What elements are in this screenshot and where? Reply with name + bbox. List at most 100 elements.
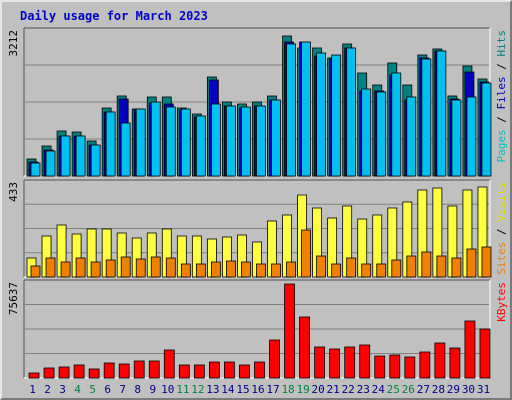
- bar-kbytes-6: [103, 362, 115, 379]
- bar-sites-5: [90, 261, 101, 278]
- series-legend-item: Files: [495, 76, 508, 109]
- day-label-3: 3: [59, 383, 66, 396]
- bar-pages-8: [135, 108, 146, 177]
- day-label-4: 4: [74, 383, 81, 396]
- bar-kbytes-31: [479, 328, 491, 379]
- series-pages: [30, 41, 492, 177]
- day-label-24: 24: [372, 383, 386, 396]
- bar-pages-27: [421, 58, 432, 177]
- bar-pages-26: [406, 96, 417, 177]
- day-label-17: 17: [266, 383, 279, 396]
- bar-sites-17: [271, 263, 281, 278]
- bar-pages-12: [195, 115, 206, 177]
- bar-kbytes-18: [284, 283, 295, 379]
- bar-pages-24: [376, 91, 387, 177]
- bar-kbytes-16: [254, 361, 265, 379]
- bar-pages-23: [361, 88, 372, 177]
- panel-visits_sites: 433 Sites / Visits: [7, 179, 508, 278]
- bar-pages-13: [210, 103, 221, 177]
- bar-kbytes-27: [419, 351, 431, 379]
- bar-sites-16: [256, 263, 266, 278]
- bar-kbytes-3: [58, 366, 70, 379]
- bar-sites-28: [436, 255, 447, 278]
- bar-sites-18: [286, 261, 296, 278]
- bar-kbytes-8: [133, 360, 145, 379]
- day-label-1: 1: [29, 383, 36, 396]
- bar-kbytes-28: [434, 342, 446, 379]
- series-sites: [30, 229, 492, 278]
- day-label-14: 14: [221, 383, 235, 396]
- day-label-30: 30: [462, 383, 475, 396]
- bar-sites-12: [195, 263, 206, 278]
- bar-sites-2: [45, 257, 56, 278]
- day-label-7: 7: [119, 383, 126, 396]
- bar-sites-19: [301, 229, 311, 278]
- bar-pages-15: [241, 106, 251, 177]
- bar-pages-9: [150, 101, 161, 177]
- day-label-16: 16: [251, 383, 264, 396]
- bar-pages-17: [271, 99, 281, 177]
- bar-kbytes-20: [314, 346, 326, 379]
- chart-title: Daily usage for March 2023: [20, 9, 208, 23]
- bar-sites-21: [331, 263, 342, 278]
- bar-sites-14: [226, 260, 236, 278]
- axis-max-label: 433: [7, 182, 20, 202]
- bar-sites-24: [376, 263, 387, 278]
- bar-pages-11: [180, 108, 191, 177]
- series-kbytes: [28, 283, 491, 379]
- bar-sites-10: [165, 257, 176, 278]
- day-label-2: 2: [44, 383, 51, 396]
- bar-kbytes-15: [239, 364, 250, 379]
- series-legend: KBytes: [495, 282, 508, 322]
- bar-pages-6: [105, 111, 116, 177]
- bar-pages-1: [30, 162, 41, 177]
- bar-sites-23: [361, 263, 372, 278]
- bar-pages-14: [226, 105, 236, 177]
- bar-kbytes-29: [449, 347, 461, 379]
- bar-sites-20: [316, 255, 327, 278]
- bar-kbytes-1: [28, 372, 40, 379]
- bar-pages-2: [45, 150, 56, 177]
- series-legend-item: /: [495, 57, 508, 77]
- bar-kbytes-11: [178, 364, 190, 379]
- series-legend-item: KBytes: [495, 282, 508, 322]
- day-label-29: 29: [447, 383, 460, 396]
- bar-sites-8: [135, 258, 146, 278]
- day-label-6: 6: [104, 383, 111, 396]
- bar-sites-15: [241, 261, 251, 278]
- bar-kbytes-25: [389, 354, 401, 379]
- day-label-12: 12: [191, 383, 204, 396]
- bar-kbytes-23: [359, 344, 371, 379]
- bar-sites-9: [150, 256, 161, 278]
- bar-pages-25: [391, 72, 402, 177]
- axis-max-label: 3212: [7, 30, 20, 57]
- bar-kbytes-7: [118, 363, 130, 379]
- bar-pages-4: [75, 135, 86, 177]
- day-label-22: 22: [342, 383, 355, 396]
- bar-sites-4: [75, 257, 86, 278]
- series-legend: Pages / Files / Hits: [495, 30, 508, 163]
- day-label-25: 25: [387, 383, 400, 396]
- day-label-31: 31: [477, 383, 490, 396]
- bar-kbytes-10: [163, 349, 175, 379]
- day-label-9: 9: [149, 383, 156, 396]
- bar-pages-19: [301, 41, 311, 177]
- bar-pages-29: [451, 99, 462, 177]
- bar-kbytes-14: [224, 361, 235, 379]
- day-label-26: 26: [402, 383, 415, 396]
- day-label-11: 11: [176, 383, 189, 396]
- bar-kbytes-4: [73, 364, 85, 379]
- bar-sites-31: [481, 246, 492, 278]
- bar-kbytes-13: [208, 361, 220, 379]
- bar-pages-3: [60, 135, 71, 177]
- bar-sites-1: [30, 265, 41, 278]
- bar-kbytes-30: [464, 320, 476, 379]
- series-legend: Sites / Visits: [495, 182, 508, 275]
- day-label-8: 8: [134, 383, 141, 396]
- day-label-20: 20: [312, 383, 325, 396]
- bar-pages-20: [316, 52, 327, 177]
- day-label-21: 21: [327, 383, 340, 396]
- day-label-5: 5: [89, 383, 96, 396]
- series-legend-item: Pages: [495, 129, 508, 162]
